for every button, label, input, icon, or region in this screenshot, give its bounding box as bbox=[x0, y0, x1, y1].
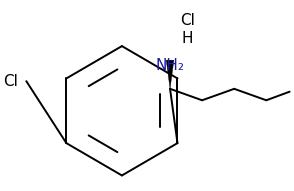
Polygon shape bbox=[166, 60, 174, 89]
Text: Cl: Cl bbox=[180, 13, 195, 28]
Text: NH₂: NH₂ bbox=[156, 58, 185, 73]
Text: H: H bbox=[182, 31, 193, 46]
Text: Cl: Cl bbox=[4, 74, 19, 89]
